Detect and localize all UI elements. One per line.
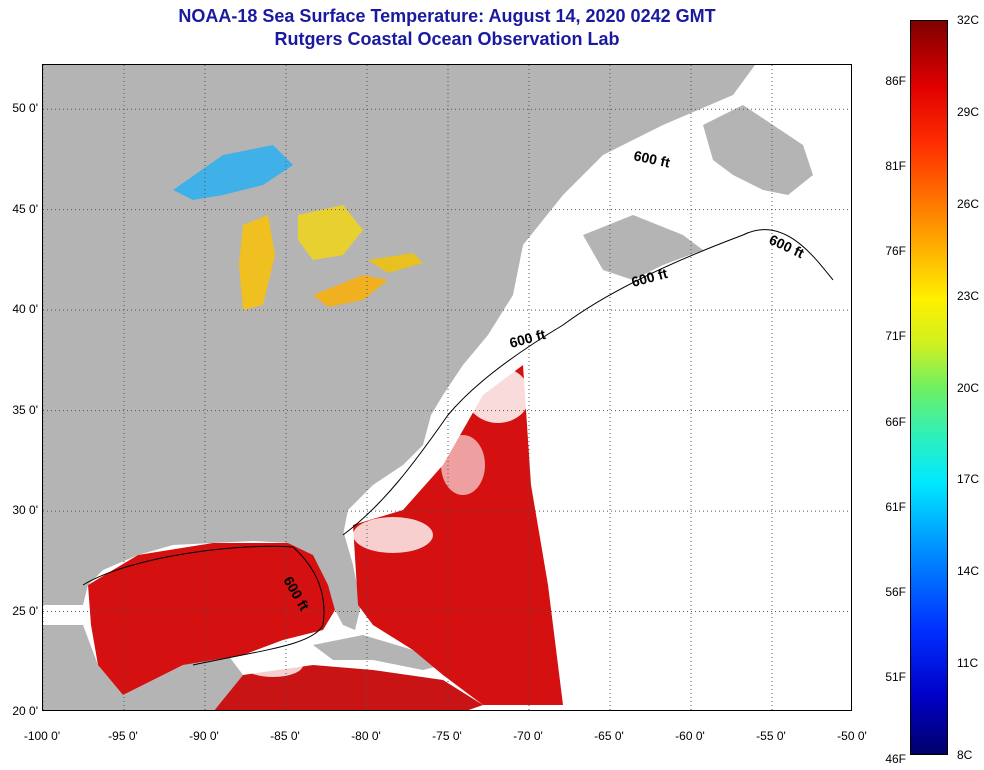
latitude-tick-label: 40 0' bbox=[12, 302, 38, 317]
longitude-tick-label: -95 0' bbox=[108, 729, 138, 743]
depth-contour-600ft bbox=[82, 229, 834, 666]
latitude-tick-label: 30 0' bbox=[12, 503, 38, 518]
longitude-tick-label: -100 0' bbox=[23, 729, 61, 743]
land-maritimes bbox=[583, 215, 703, 280]
cloud-patch bbox=[466, 367, 530, 423]
map-subtitle: Rutgers Coastal Ocean Observation Lab bbox=[274, 29, 620, 49]
colorbar-fahrenheit-label: 81F bbox=[885, 159, 906, 174]
gridlines bbox=[43, 65, 851, 710]
longitude-tick-label: -50 0' bbox=[837, 729, 867, 743]
sst-atlantic bbox=[353, 365, 563, 705]
cloud-patch bbox=[441, 435, 485, 495]
colorbar-fahrenheit-label: 76F bbox=[885, 244, 906, 259]
latitude-tick-label: 45 0' bbox=[12, 201, 38, 216]
lake-ontario bbox=[368, 253, 423, 273]
latitude-tick-label: 50 0' bbox=[12, 101, 38, 116]
sst-map: 600 ft 600 ft 600 ft 600 ft 600 ft bbox=[42, 64, 852, 711]
land-cuba bbox=[313, 635, 443, 670]
land-newfoundland bbox=[703, 105, 813, 195]
latitude-tick-label: 25 0' bbox=[12, 603, 38, 618]
land-north-america bbox=[43, 65, 755, 625]
colorbar-celsius-label: 26C bbox=[957, 196, 980, 211]
longitude-tick-label: -70 0' bbox=[513, 729, 543, 743]
colorbar-celsius-label: 8C bbox=[957, 748, 973, 762]
lake-superior bbox=[173, 145, 293, 200]
lake-erie bbox=[313, 275, 388, 307]
longitude-tick-label: -55 0' bbox=[756, 729, 786, 743]
colorbar-celsius-label: 23C bbox=[957, 288, 980, 303]
colorbar-celsius-label: 14C bbox=[957, 564, 980, 579]
colorbar-fahrenheit-label: 71F bbox=[885, 329, 906, 344]
land-florida bbox=[298, 530, 361, 630]
longitude-tick-label: -80 0' bbox=[351, 729, 381, 743]
colorbar-fahrenheit-label: 51F bbox=[885, 669, 906, 684]
lake-huron bbox=[298, 205, 363, 260]
longitude-tick-label: -75 0' bbox=[432, 729, 462, 743]
sst-gulf-of-mexico bbox=[88, 543, 335, 695]
colorbar-celsius-label: 17C bbox=[957, 472, 980, 487]
longitude-tick-label: -85 0' bbox=[270, 729, 300, 743]
colorbar-fahrenheit-label: 66F bbox=[885, 414, 906, 429]
map-title: NOAA-18 Sea Surface Temperature: August … bbox=[178, 6, 716, 26]
contour-label: 600 ft bbox=[632, 147, 671, 170]
temperature-colorbar bbox=[910, 20, 948, 755]
longitude-tick-label: -90 0' bbox=[189, 729, 219, 743]
colorbar-celsius-label: 29C bbox=[957, 104, 980, 119]
colorbar-fahrenheit-label: 46F bbox=[885, 752, 906, 766]
longitude-tick-label: -60 0' bbox=[675, 729, 705, 743]
latitude-tick-label: 35 0' bbox=[12, 402, 38, 417]
cloud-patch bbox=[243, 653, 303, 677]
colorbar-fahrenheit-label: 61F bbox=[885, 499, 906, 514]
lake-michigan bbox=[239, 215, 275, 310]
latitude-tick-label: 20 0' bbox=[12, 704, 38, 718]
land-mexico bbox=[43, 625, 243, 710]
colorbar-celsius-label: 20C bbox=[957, 380, 980, 395]
colorbar-fahrenheit-label: 86F bbox=[885, 74, 906, 89]
colorbar-celsius-label: 11C bbox=[957, 656, 979, 671]
cloud-patch bbox=[353, 517, 433, 553]
colorbar-fahrenheit-label: 56F bbox=[885, 584, 906, 599]
colorbar-celsius-label: 32C bbox=[957, 13, 980, 27]
longitude-tick-label: -65 0' bbox=[594, 729, 624, 743]
